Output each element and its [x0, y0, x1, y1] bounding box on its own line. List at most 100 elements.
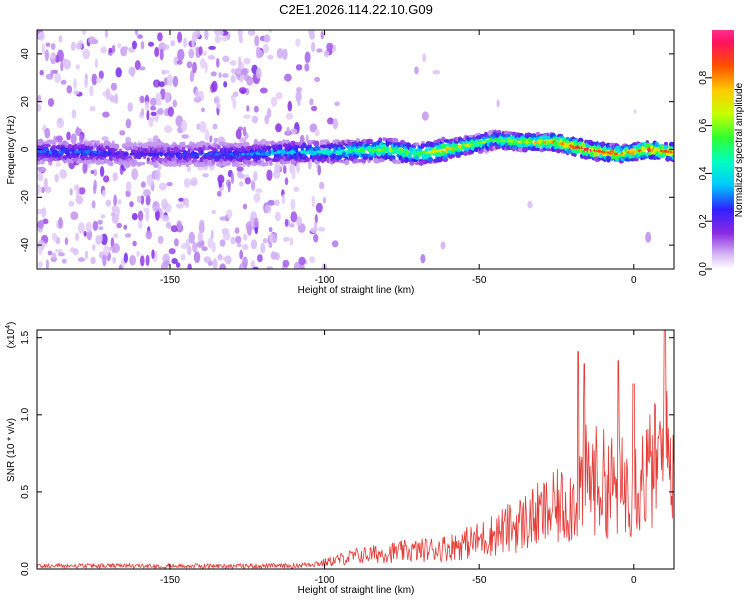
heatmap-noise-cell — [116, 206, 120, 217]
heatmap-noise-cell — [54, 73, 62, 83]
heatmap-signal-cell — [277, 144, 283, 150]
heatmap-noise-cell — [251, 115, 259, 124]
heatmap-noise-cell — [295, 64, 303, 71]
heatmap-noise-cell — [85, 221, 92, 233]
heatmap-noise-cell — [145, 210, 150, 222]
heatmap-noise-cell — [72, 248, 79, 256]
heatmap-noise-cell — [167, 106, 174, 117]
heatmap-noise-cell — [212, 123, 218, 130]
heatmap-noise-cell — [152, 200, 160, 213]
heatmap-noise-cell — [311, 105, 318, 112]
heatmap-noise-cell — [414, 66, 419, 75]
heatmap-noise-cell — [178, 197, 185, 202]
heatmap-core-cell — [613, 152, 619, 156]
heatmap-noise-cell — [37, 184, 42, 195]
heatmap-noise-cell — [314, 214, 318, 224]
heatmap-noise-cell — [143, 207, 150, 213]
heatmap-noise-cell — [38, 167, 47, 172]
heatmap-signal-cell — [598, 154, 604, 158]
snr-multiplier-group: (x104) — [5, 322, 17, 349]
heatmap-noise-cell — [68, 200, 75, 207]
heatmap-noise-cell — [103, 245, 110, 256]
heatmap-noise-cell — [183, 178, 191, 188]
heatmap-noise-cell — [166, 182, 173, 187]
heatmap-noise-cell — [86, 229, 93, 241]
heatmap-noise-cell — [199, 121, 207, 133]
snr-panel: -150 -100 -50 0 0.0 0.5 1.0 1.5 Height of stra… — [5, 322, 675, 596]
heatmap-noise-cell — [187, 245, 192, 256]
heatmap-noise-cell — [102, 90, 107, 97]
heatmap-noise-cell — [95, 77, 102, 83]
heatmap-noise-cell — [183, 37, 188, 48]
heatmap-noise-cell — [84, 77, 88, 88]
heatmap-noise-cell — [242, 126, 247, 137]
heatmap-noise-cell — [63, 59, 71, 70]
heatmap-noise-cell — [275, 92, 283, 100]
heatmap-noise-cell — [274, 211, 281, 222]
heatmap-noise-cell — [137, 210, 144, 222]
heatmap-noise-cell — [272, 232, 278, 244]
heatmap-noise-cell — [323, 50, 330, 58]
heatmap-signal-cell — [239, 163, 244, 166]
heatmap-noise-cell — [137, 220, 143, 229]
heatmap-noise-cell — [77, 222, 85, 234]
x-tick-label: -50 — [472, 575, 487, 586]
heatmap-noise-cell — [242, 243, 249, 251]
heatmap-signal-cell — [38, 140, 44, 146]
heatmap-noise-cell — [125, 181, 132, 192]
snr-x-ticks: -150 -100 -50 0 — [160, 330, 637, 586]
heatmap-noise-cell — [129, 254, 137, 266]
heatmap-noise-cell — [193, 251, 201, 263]
heatmap-noise-cell — [284, 177, 289, 186]
heatmap-noise-cell — [123, 252, 128, 264]
heatmap-noise-cell — [255, 67, 262, 79]
heatmap-noise-cell — [158, 182, 167, 191]
heatmap-noise-cell — [161, 215, 170, 222]
heatmap-noise-cell — [128, 66, 136, 76]
heatmap-noise-cell — [222, 55, 230, 63]
heatmap-noise-cell — [274, 199, 280, 206]
heatmap-signal-cell — [294, 141, 299, 146]
heatmap-noise-cell — [239, 249, 244, 260]
heatmap-noise-cell — [115, 67, 122, 78]
heatmap-noise-cell — [282, 48, 288, 60]
heatmap-signal-cell — [222, 161, 226, 168]
heatmap-noise-cell — [162, 44, 170, 50]
heatmap-signal-cell — [202, 144, 206, 151]
heatmap-signal-cell — [420, 143, 426, 148]
heatmap-signal-cell — [263, 147, 268, 152]
heatmap-noise-cell — [214, 95, 221, 106]
heatmap-noise-cell — [102, 189, 106, 198]
spectrogram-y-ticks: -40 -20 0 20 40 — [20, 48, 674, 252]
heatmap-noise-cell — [191, 36, 195, 48]
heatmap-noise-cell — [97, 219, 103, 225]
heatmap-noise-cell — [188, 231, 195, 244]
heatmap-noise-cell — [244, 177, 251, 185]
heatmap-core-cell — [435, 149, 440, 153]
spectrogram-y-label: Frequency (Hz) — [6, 116, 17, 185]
heatmap-noise-cell — [420, 254, 426, 264]
heatmap-signal-cell — [40, 160, 45, 165]
heatmap-noise-cell — [296, 87, 303, 93]
heatmap-noise-cell — [192, 241, 198, 253]
heatmap-noise-cell — [81, 30, 87, 36]
heatmap-noise-cell — [150, 116, 157, 121]
heatmap-noise-cell — [145, 254, 150, 266]
heatmap-noise-cell — [117, 199, 122, 205]
heatmap-noise-cell — [190, 177, 198, 187]
heatmap-noise-cell — [58, 217, 63, 229]
heatmap-noise-cell — [102, 111, 110, 118]
heatmap-noise-cell — [268, 242, 273, 248]
heatmap-signal-cell — [638, 146, 642, 151]
heatmap-noise-cell — [55, 248, 63, 253]
spectrogram-panel: -150 -100 -50 0 -40 -20 0 20 40 Height of strai… — [6, 29, 675, 296]
heatmap-noise-cell — [283, 165, 287, 174]
heatmap-signal-cell — [223, 142, 230, 146]
heatmap-signal-cell — [140, 161, 146, 166]
heatmap-signal-cell — [307, 139, 313, 143]
heatmap-noise-cell — [311, 41, 316, 53]
heatmap-noise-cell — [211, 80, 218, 92]
heatmap-signal-cell — [315, 142, 320, 147]
heatmap-signal-cell — [108, 160, 114, 167]
heatmap-signal-cell — [260, 161, 267, 167]
